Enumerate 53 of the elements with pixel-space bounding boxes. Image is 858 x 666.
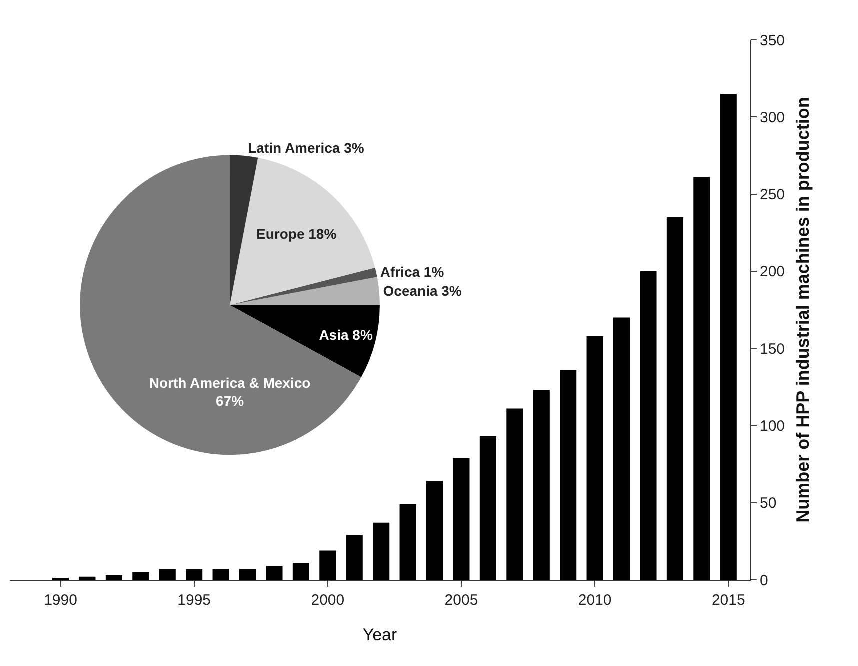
bar [613, 318, 630, 580]
slice-label: Europe 18% [256, 226, 338, 242]
pie-slice [230, 158, 376, 306]
bar [106, 575, 122, 580]
bar [694, 177, 710, 580]
bar [186, 569, 203, 580]
x-tick-label: 2005 [444, 592, 478, 609]
slice-label: North America & Mexico [149, 374, 311, 391]
x-tick-label: 2010 [578, 592, 612, 609]
bar [320, 550, 336, 580]
bar [586, 336, 604, 580]
bar [266, 566, 283, 580]
pie-slice [230, 305, 380, 378]
x-axis-title: Year [362, 625, 398, 644]
x-tick-label: 2000 [311, 592, 345, 609]
pie-slice [230, 277, 380, 306]
bar [79, 576, 96, 580]
data-label: 67% [216, 393, 245, 410]
x-tick-label: 1990 [44, 592, 78, 609]
bar [506, 408, 524, 580]
y-axis-title: Number of HPP industrial machines in production [793, 97, 814, 523]
y-tick-label: 350 [760, 32, 786, 50]
bar [426, 481, 444, 580]
slice-label: Latin America 3% [248, 140, 365, 156]
y-tick-label: 50 [760, 495, 777, 512]
y-tick-label: 100 [760, 418, 786, 435]
bar [373, 522, 390, 580]
slice-label: Africa 1% [380, 264, 445, 280]
x-tick-label: 1995 [178, 592, 212, 609]
bar [533, 390, 550, 580]
pie-slice [230, 155, 258, 306]
bar [239, 569, 256, 580]
y-tick-label: 150 [760, 340, 786, 358]
bar [159, 569, 176, 580]
y-tick-label: 0 [760, 572, 768, 590]
x-tick-label: 2015 [712, 592, 746, 609]
bar [292, 563, 310, 580]
y-tick-label: 300 [760, 109, 786, 126]
bar [666, 217, 684, 580]
bar [453, 458, 470, 580]
pie-slice [230, 268, 378, 306]
bar [640, 271, 657, 580]
y-tick-label: 250 [760, 186, 786, 204]
y-tick-label: 200 [760, 264, 786, 281]
slice-label: Asia 8% [319, 327, 374, 344]
bar [346, 535, 363, 580]
slice-label: Oceania 3% [383, 283, 462, 300]
bar [480, 436, 496, 580]
bar [132, 572, 150, 580]
bar [212, 569, 230, 580]
bar [720, 94, 737, 580]
bar [560, 370, 577, 580]
bar [400, 504, 416, 580]
